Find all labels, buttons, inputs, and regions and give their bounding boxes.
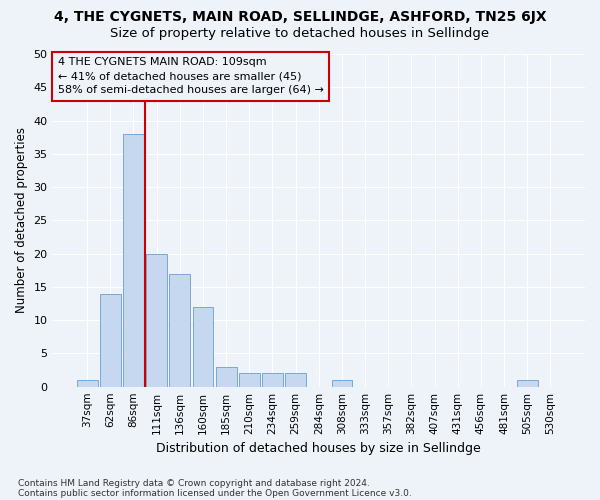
Text: 4, THE CYGNETS, MAIN ROAD, SELLINDGE, ASHFORD, TN25 6JX: 4, THE CYGNETS, MAIN ROAD, SELLINDGE, AS… [53,10,547,24]
Bar [332,380,352,386]
Bar [239,374,260,386]
Bar [77,380,98,386]
Bar [169,274,190,386]
Y-axis label: Number of detached properties: Number of detached properties [15,128,28,314]
Bar [100,294,121,386]
Bar [216,366,236,386]
Bar [193,307,214,386]
Text: 4 THE CYGNETS MAIN ROAD: 109sqm
← 41% of detached houses are smaller (45)
58% of: 4 THE CYGNETS MAIN ROAD: 109sqm ← 41% of… [58,58,324,96]
Bar [262,374,283,386]
Bar [146,254,167,386]
Text: Contains HM Land Registry data © Crown copyright and database right 2024.: Contains HM Land Registry data © Crown c… [18,478,370,488]
Bar [517,380,538,386]
X-axis label: Distribution of detached houses by size in Sellindge: Distribution of detached houses by size … [157,442,481,455]
Bar [285,374,306,386]
Bar [123,134,144,386]
Text: Contains public sector information licensed under the Open Government Licence v3: Contains public sector information licen… [18,488,412,498]
Text: Size of property relative to detached houses in Sellindge: Size of property relative to detached ho… [110,28,490,40]
